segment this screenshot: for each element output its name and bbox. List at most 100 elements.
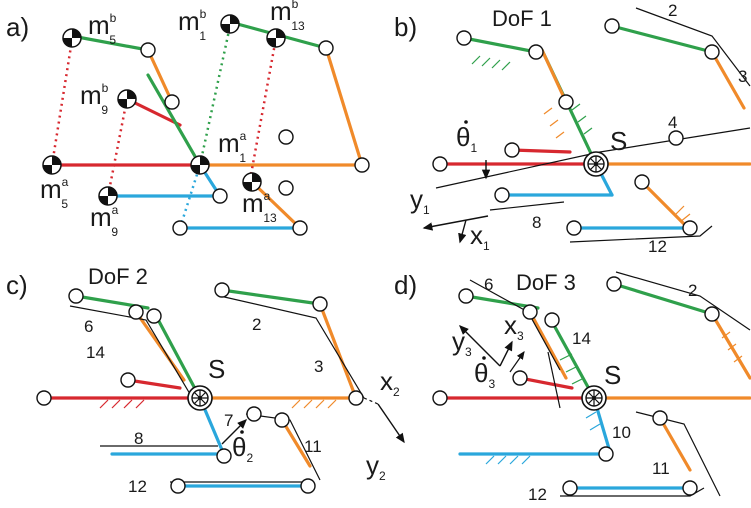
y-axis-arrow-d	[459, 325, 501, 367]
hatch-green-b	[471, 55, 593, 135]
joint	[164, 94, 180, 110]
joint	[558, 94, 574, 110]
link-number: 11	[304, 437, 322, 456]
orange-left-link-b	[540, 48, 568, 104]
link-number: 14	[86, 343, 105, 362]
joint	[216, 448, 232, 464]
link-number: 12	[128, 477, 147, 496]
panel-d: d) DoF 3	[394, 270, 751, 504]
link-number: 2	[688, 281, 697, 300]
mass-label-m9a: ma 9	[90, 202, 119, 239]
orange-lower-link-c	[280, 418, 312, 468]
joint	[274, 412, 290, 428]
panel-d-label: d)	[394, 270, 417, 300]
joint	[458, 288, 474, 304]
point-s-label-c: S	[208, 354, 225, 384]
link-number: 12	[648, 237, 667, 256]
joint	[146, 308, 162, 324]
joint	[566, 220, 582, 236]
panel-c-label: c)	[6, 270, 28, 300]
joint	[562, 480, 578, 496]
axis-origin-c	[363, 397, 379, 405]
outline-12	[560, 487, 705, 497]
orange-right-link-a	[324, 46, 364, 167]
link-number: 8	[532, 213, 541, 232]
link-number: 6	[84, 317, 93, 336]
link-number: 7	[224, 411, 233, 430]
mass-symbol	[117, 89, 137, 109]
orange-lower-link-d	[658, 416, 692, 472]
panel-a-label: a)	[6, 12, 29, 42]
joint	[522, 304, 538, 320]
hatch-red-c	[99, 399, 145, 409]
theta-dot-marker	[482, 356, 486, 360]
green-link-a	[146, 73, 202, 167]
joint	[544, 312, 560, 328]
joint	[704, 44, 720, 60]
panel-c-title: DoF 2	[88, 264, 148, 289]
theta-dot-marker	[240, 430, 244, 434]
outline-6	[69, 305, 191, 395]
green-link-c	[152, 310, 202, 400]
joint	[278, 180, 294, 196]
joint	[432, 156, 448, 172]
joint	[278, 129, 294, 145]
orange-left-link-c	[134, 310, 186, 382]
joint	[300, 478, 316, 494]
panel-a: a)	[6, 0, 370, 239]
orange-lower-link-b	[638, 178, 690, 230]
panel-b: b) DoF 1	[394, 1, 751, 256]
s-point-icon	[187, 385, 213, 411]
joint	[318, 40, 334, 56]
joint	[456, 30, 472, 46]
joint	[36, 390, 52, 406]
joint	[604, 18, 620, 34]
mass-symbol	[62, 28, 82, 48]
dotted-m13	[248, 37, 278, 181]
outline-11	[635, 411, 721, 497]
y-axis-arrow-b	[422, 215, 489, 231]
joint	[634, 174, 650, 190]
link-number: 4	[668, 113, 677, 132]
x-axis-arrow-b	[458, 219, 467, 244]
link-number: 12	[528, 485, 547, 504]
hatch-orange-d	[721, 331, 743, 363]
panel-b-label: b)	[394, 12, 417, 42]
axis-x-label-c: x2	[380, 366, 400, 399]
joint	[212, 188, 228, 204]
mass-label-m1a: ma 1	[218, 128, 247, 165]
theta-dot-b: θ1	[456, 122, 477, 155]
mass-label-m13a: ma 13	[242, 188, 277, 225]
joint	[528, 44, 544, 60]
outline-2	[635, 7, 751, 87]
mass-label-m13b: mb 13	[270, 0, 305, 33]
joint	[668, 130, 684, 146]
green-right-link-d	[612, 282, 714, 316]
joint	[504, 142, 520, 158]
green-upper-link-b	[462, 36, 538, 54]
mass-symbol	[220, 14, 240, 34]
orange-right-link-c	[318, 302, 358, 400]
panel-b-title: DoF 1	[492, 6, 552, 31]
axis-y-label-b: y1	[410, 184, 430, 217]
orange-left-link-a	[146, 48, 174, 104]
green-upper-link-a	[70, 34, 150, 52]
mass-label-m5a: ma 5	[40, 174, 69, 211]
outline-12	[569, 225, 713, 243]
mass-symbol	[190, 155, 210, 175]
link-number: 2	[252, 315, 261, 334]
red-short-link-a	[125, 97, 182, 127]
joint	[704, 306, 720, 322]
mass-label-m5b: mb 5	[88, 10, 117, 47]
joint	[348, 390, 364, 406]
mass-label-m1b: mb 1	[178, 6, 207, 43]
x-axis-arrow-d	[499, 340, 513, 367]
joint	[68, 288, 84, 304]
mass-symbol	[42, 155, 62, 175]
red-short-link-d	[518, 376, 574, 390]
panel-d-title: DoF 3	[516, 270, 576, 295]
joint	[432, 390, 448, 406]
dotted-m9	[106, 98, 129, 197]
green-link-d	[548, 316, 596, 400]
mass-symbol	[266, 28, 286, 48]
